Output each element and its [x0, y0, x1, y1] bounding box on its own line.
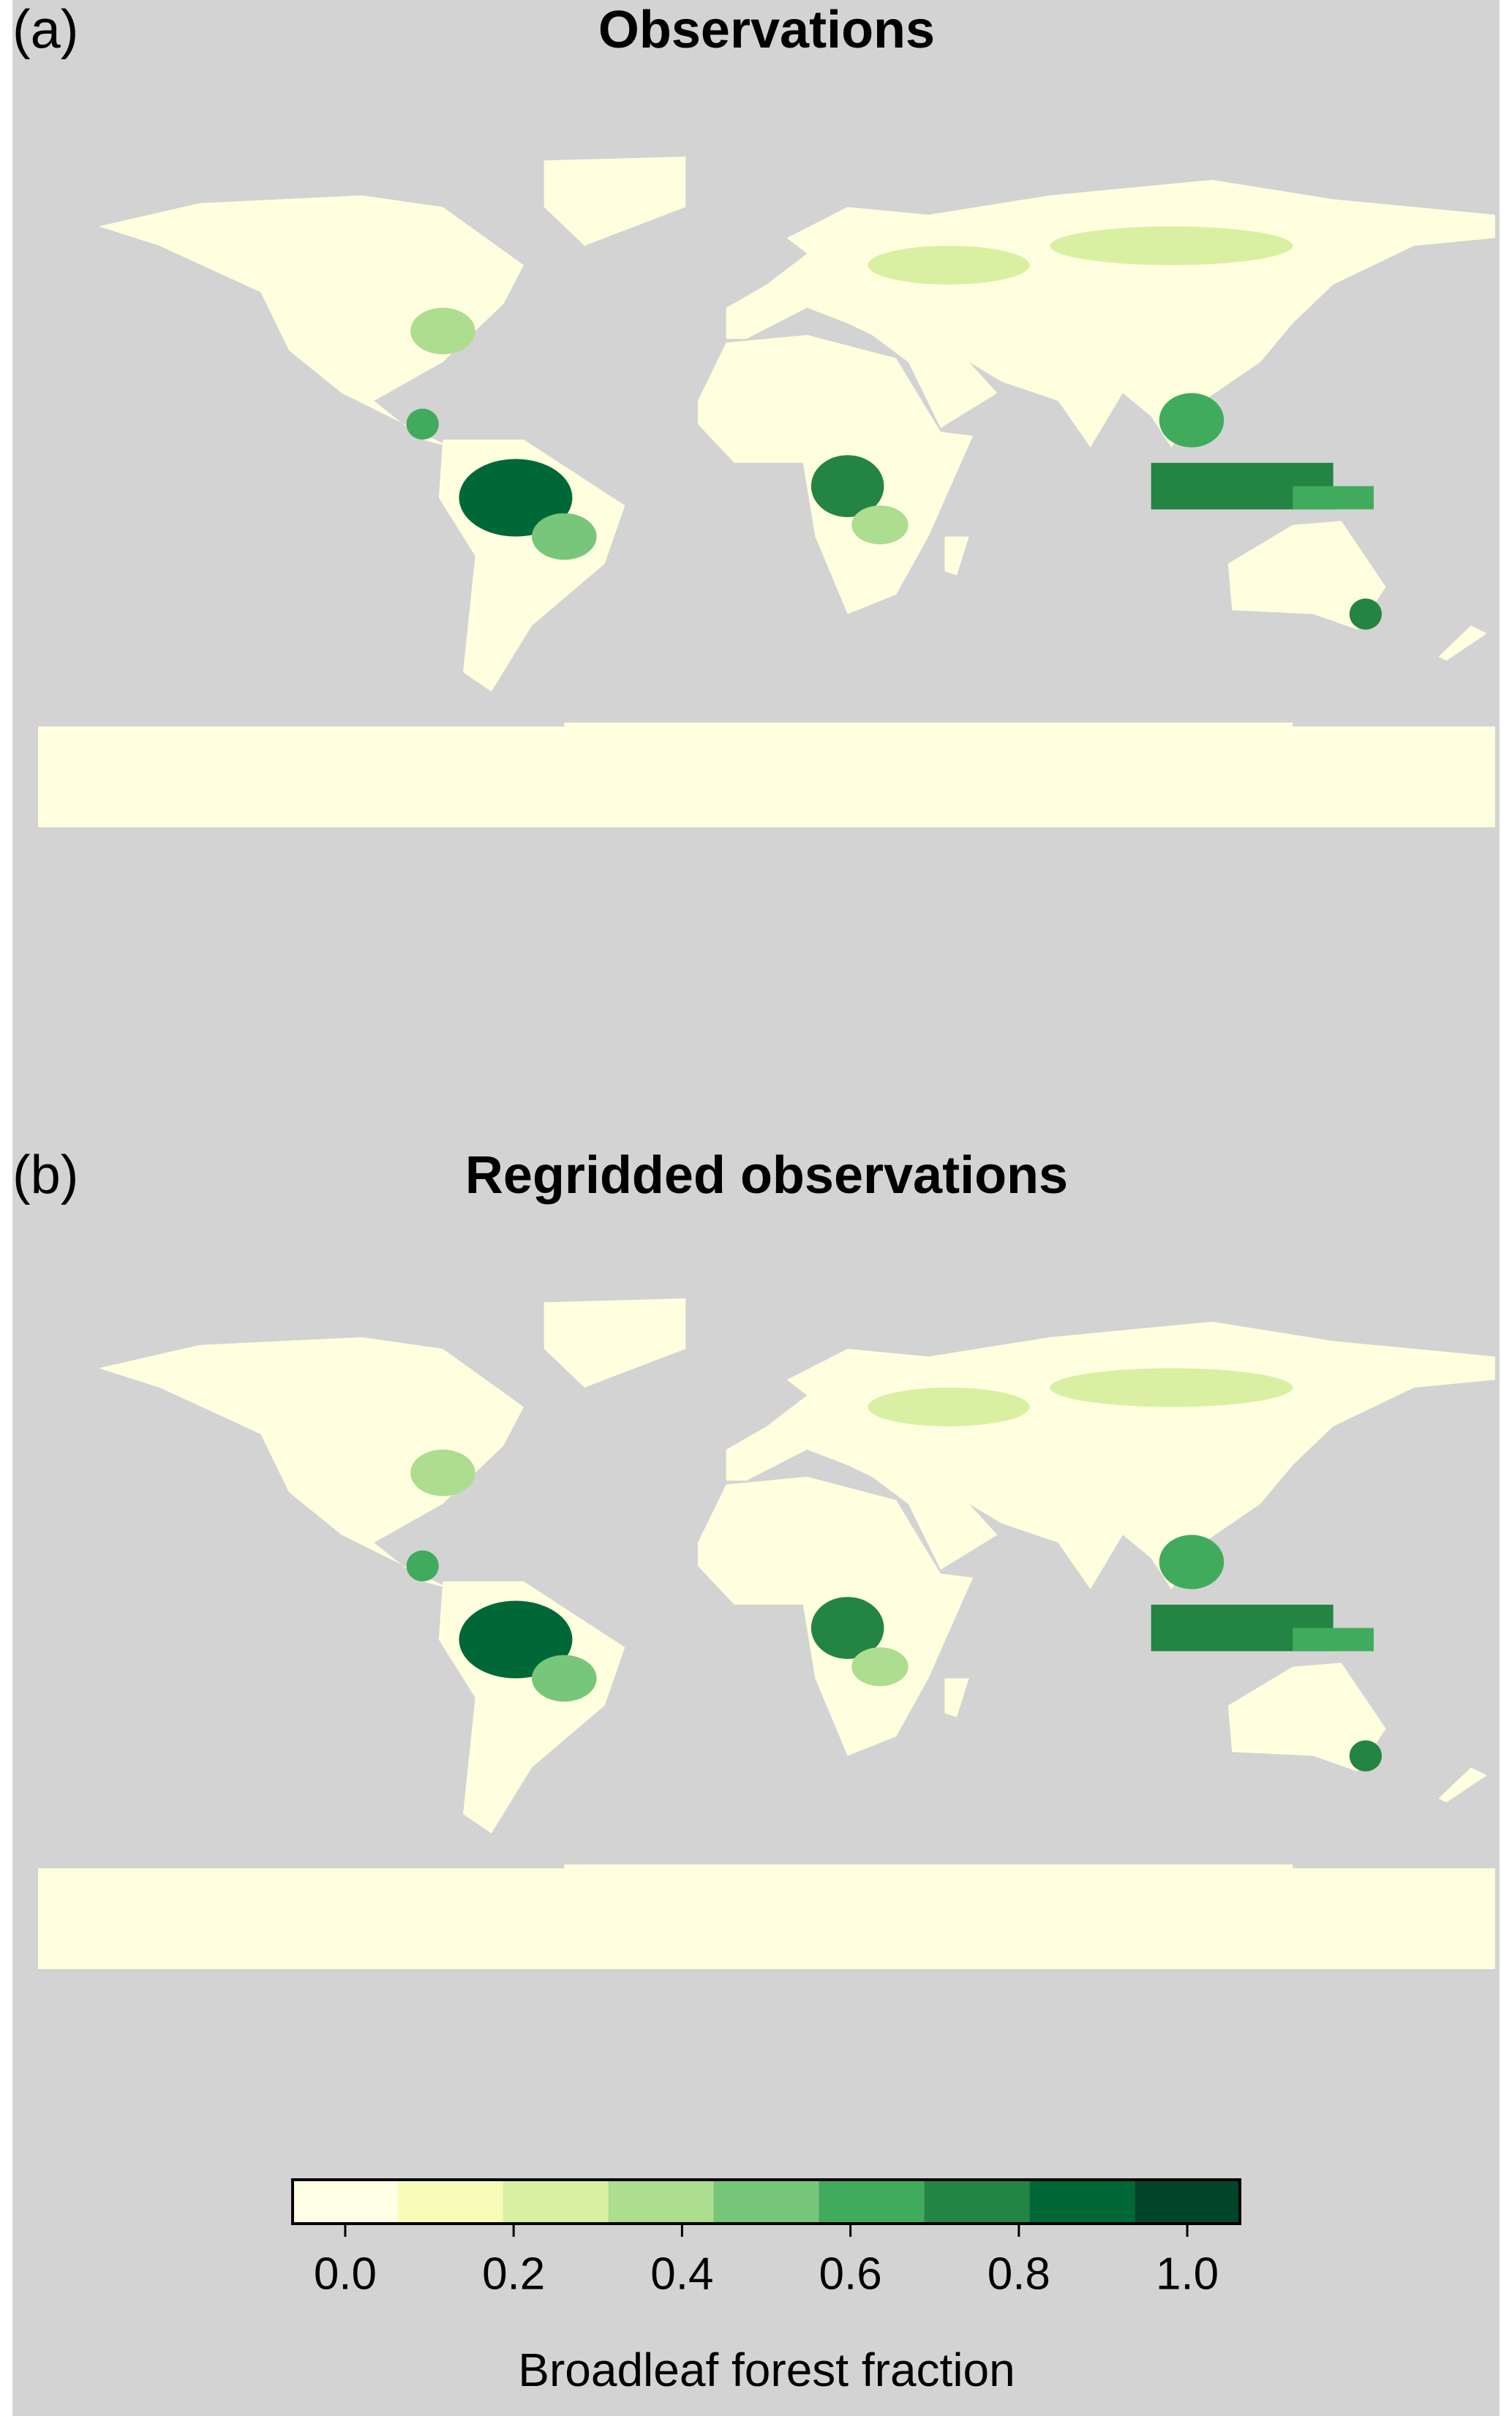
colorbar-bin: [1029, 2180, 1135, 2224]
panel-title: Observations: [598, 1, 935, 59]
colorbar: 0.0 0.2 0.4 0.6 0.8 1.0: [291, 2178, 1241, 2299]
tick-label: 0.2: [482, 2248, 545, 2299]
colorbar-frame: [291, 2178, 1241, 2225]
tick-label: 0.6: [819, 2248, 882, 2299]
tick-label: 0.4: [650, 2248, 713, 2299]
colorbar-bin: [713, 2180, 819, 2224]
panel-label: (b): [12, 1145, 78, 1205]
colorbar-bin: [608, 2180, 714, 2224]
colorbar-bin: [924, 2180, 1030, 2224]
colorbar-bin: [293, 2180, 398, 2224]
tick-label: 0.8: [988, 2248, 1050, 2299]
panel-label: (a): [12, 0, 78, 60]
colorbar-bin: [397, 2180, 503, 2224]
panel-title: Regridded observations: [465, 1146, 1068, 1205]
colorbar-bin: [819, 2180, 925, 2224]
colorbar-bin: [503, 2180, 609, 2224]
colorbar-label: Broadleaf forest fraction: [518, 2344, 1015, 2396]
tick-label: 0.0: [314, 2248, 377, 2299]
colorbar-bin: [1135, 2180, 1240, 2224]
tick-label: 1.0: [1156, 2248, 1219, 2299]
